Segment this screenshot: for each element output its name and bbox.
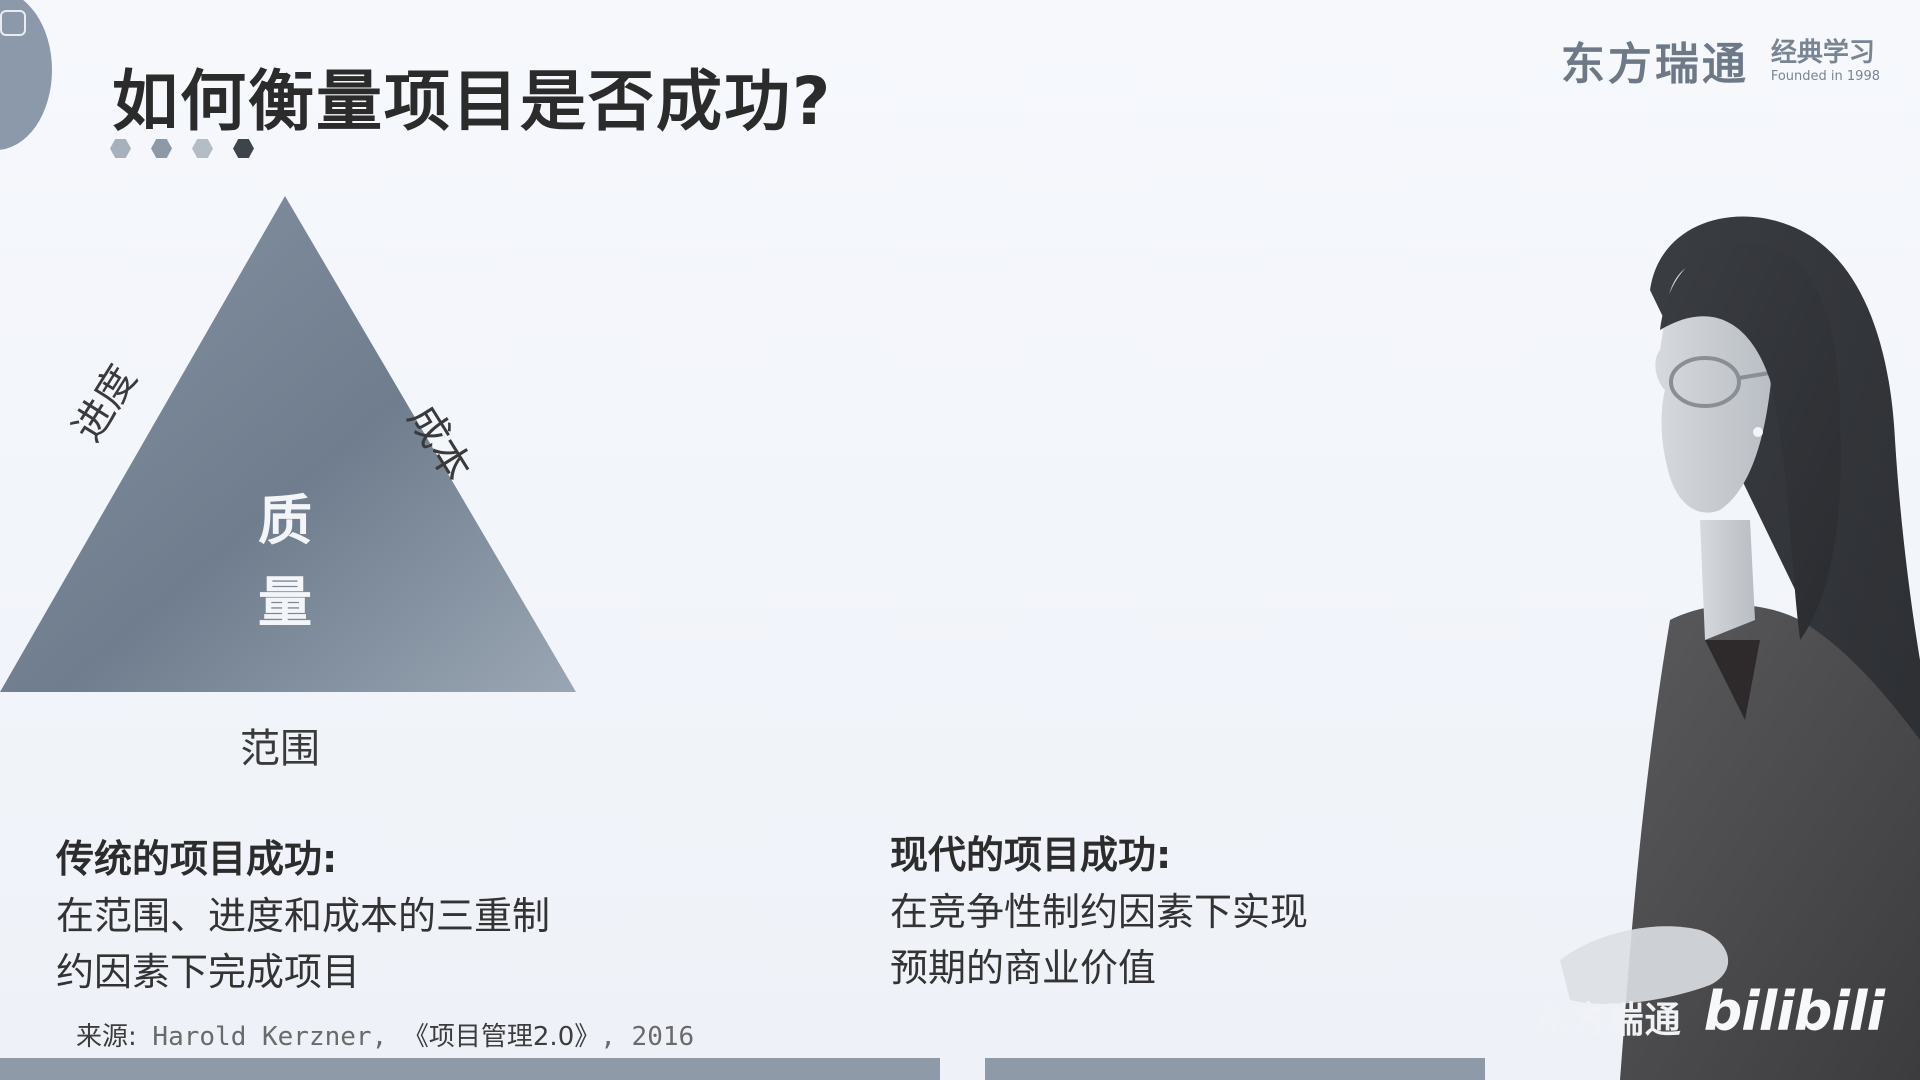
triangle-diagram	[0, 196, 576, 692]
watermark-name: 东方瑞通	[1533, 1000, 1682, 1041]
source-book: 《项目管理2.0》	[402, 1022, 601, 1052]
hexagon-dot-icon	[192, 139, 213, 158]
traditional-heading: 传统的项目成功:	[56, 837, 338, 881]
traditional-body: 在范围、进度和成本的三重制约因素下完成项目	[56, 894, 551, 994]
source-author: Harold Kerzner,	[152, 1022, 388, 1052]
video-watermark: 东方瑞通 bilibili	[1533, 980, 1885, 1043]
bottom-bar-right	[985, 1058, 1485, 1080]
hexagon-dot-icon	[110, 139, 131, 158]
brand-name: 东方瑞通	[1560, 39, 1749, 90]
triangle-center-label: 质量	[258, 489, 312, 634]
presenter-image	[1560, 216, 1920, 1080]
bilibili-logo-icon: bilibili	[1703, 980, 1885, 1043]
brand-logo: 东方瑞通 经典学习 Founded in 1998	[1561, 28, 1880, 92]
menu-tab-icon[interactable]	[0, 10, 26, 36]
hexagon-dot-icon	[151, 139, 172, 158]
decorative-dots	[110, 138, 254, 159]
source-citation: 来源: Harold Kerzner, 《项目管理2.0》, 2016	[76, 1016, 694, 1053]
source-year: , 2016	[600, 1022, 695, 1052]
triangle-shape	[0, 196, 576, 692]
bottom-bar-left	[0, 1058, 940, 1080]
brand-founded: Founded in 1998	[1770, 69, 1880, 84]
triangle-bottom-label: 范围	[240, 726, 320, 772]
hexagon-dot-icon	[233, 139, 254, 158]
source-label: 来源:	[76, 1022, 137, 1052]
modern-heading: 现代的项目成功:	[890, 833, 1172, 877]
brand-tagline: 经典学习 Founded in 1998	[1771, 32, 1880, 84]
brand-sub: 经典学习	[1770, 38, 1875, 68]
modern-body: 在竞争性制约因素下实现预期的商业价值	[890, 890, 1309, 990]
slide-title: 如何衡量项目是否成功?	[112, 63, 833, 140]
